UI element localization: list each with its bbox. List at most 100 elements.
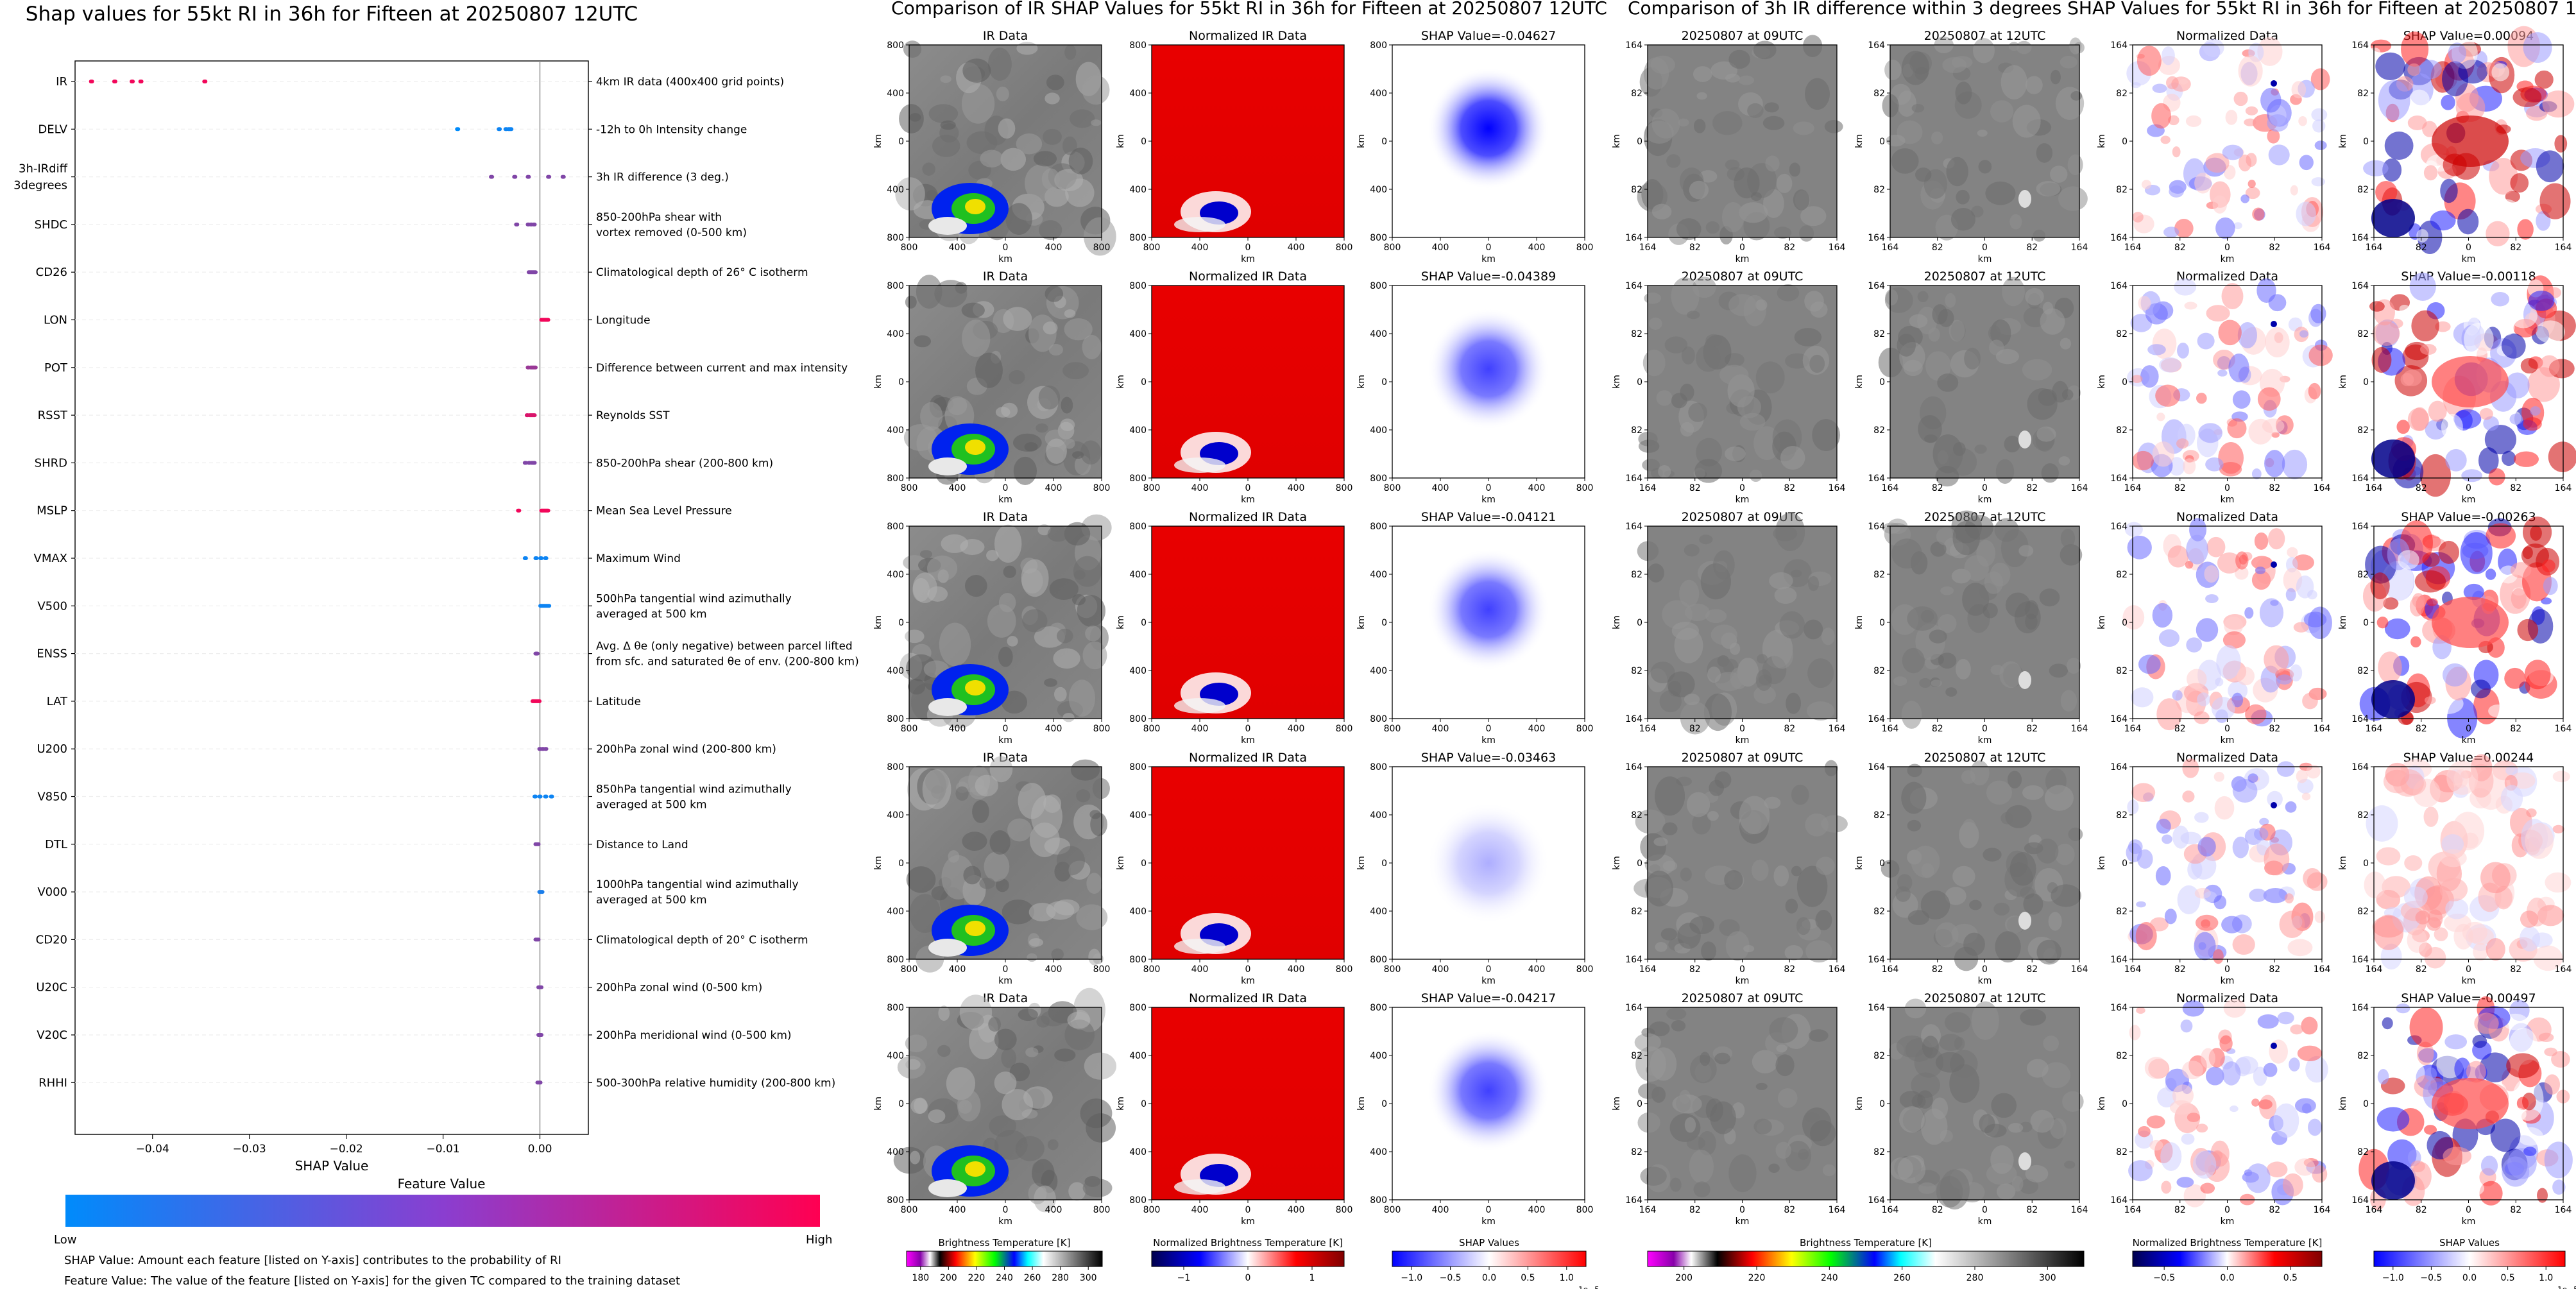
- colorbar-ir-brightness: [906, 1251, 1103, 1267]
- shap-point: [543, 556, 549, 560]
- texture-patch: [2292, 554, 2314, 571]
- texture-patch: [1648, 317, 1662, 330]
- y-tick-label: 164: [2110, 281, 2128, 291]
- texture-patch: [2205, 457, 2224, 472]
- texture-patch: [2501, 319, 2515, 336]
- texture-patch: [1737, 396, 1762, 418]
- texture-patch: [1728, 1154, 1757, 1193]
- x-tick-label: 82: [2416, 724, 2427, 734]
- x-axis-label: km: [2462, 495, 2476, 505]
- texture-patch: [2131, 783, 2156, 803]
- texture-patch: [2486, 938, 2505, 961]
- texture-patch: [1750, 469, 1762, 482]
- texture-patch: [2424, 946, 2446, 969]
- y-tick-label: 82: [1873, 1147, 1885, 1157]
- x-tick-label: 800: [1384, 964, 1401, 975]
- texture-patch: [2393, 769, 2424, 797]
- x-tick-label: 0: [1003, 1205, 1009, 1215]
- y-tick-label: 800: [1129, 955, 1147, 965]
- column-title: IR Data: [983, 991, 1028, 1005]
- x-tick-label: 82: [2026, 964, 2038, 975]
- texture-patch: [2213, 895, 2227, 910]
- texture-patch: [1762, 115, 1785, 130]
- texture-patch: [2194, 711, 2210, 724]
- y-axis-label: km: [873, 615, 883, 629]
- x-tick-label: 0: [1486, 724, 1492, 734]
- colorbar-tick-label: 1.0: [2539, 1273, 2553, 1283]
- texture-patch: [1995, 931, 2021, 963]
- texture-patch: [2140, 365, 2159, 388]
- texture-patch: [998, 118, 1016, 139]
- x-tick-label: 800: [1336, 483, 1353, 493]
- texture-patch: [2067, 154, 2083, 176]
- texture-patch: [2425, 1067, 2437, 1081]
- x-tick-label: 400: [949, 724, 966, 734]
- shap-point: [138, 80, 144, 83]
- y-tick-label: 0: [898, 137, 904, 147]
- texture-patch: [2232, 779, 2258, 803]
- texture-patch: [962, 832, 987, 851]
- x-axis-label: km: [1978, 495, 1992, 505]
- texture-patch: [2523, 32, 2552, 63]
- texture-patch: [2530, 406, 2541, 416]
- y-tick-label: 164: [1868, 233, 1885, 243]
- y-tick-label: 82: [2116, 810, 2128, 821]
- y-tick-label: 82: [1631, 666, 1642, 676]
- y-tick-label: 800: [1129, 762, 1147, 773]
- texture-patch: [1739, 202, 1768, 223]
- x-tick-label: 0: [1739, 1205, 1745, 1215]
- texture-patch: [1688, 402, 1707, 422]
- y-tick-label: 82: [1873, 89, 1885, 99]
- texture-patch: [926, 555, 958, 581]
- texture-patch: [2409, 272, 2436, 301]
- x-tick-label: 0: [1739, 243, 1745, 253]
- texture-patch: [2409, 596, 2425, 617]
- texture-patch: [1043, 321, 1058, 335]
- texture-patch: [1680, 422, 1694, 437]
- texture-patch: [1725, 73, 1740, 83]
- texture-patch: [2552, 1179, 2566, 1195]
- texture-patch: [2296, 575, 2314, 599]
- x-tick-label: 164: [2555, 1205, 2572, 1215]
- y-tick-label: 800: [887, 40, 904, 51]
- texture-patch: [2217, 370, 2228, 377]
- shap-point: [535, 842, 541, 846]
- texture-patch: [1725, 931, 1750, 961]
- texture-patch: [2523, 1147, 2537, 1156]
- y-axis-label: km: [2338, 856, 2348, 870]
- texture-patch: [975, 352, 1003, 388]
- texture-patch: [905, 295, 917, 309]
- y-tick-label: 400: [887, 1051, 904, 1061]
- y-tick-label: 400: [1370, 1051, 1387, 1061]
- texture-patch: [1763, 189, 1784, 218]
- texture-patch: [1920, 890, 1950, 920]
- texture-patch: [2156, 818, 2171, 834]
- y-tick-label: 0: [2363, 137, 2369, 147]
- texture-patch: [2441, 94, 2455, 110]
- x-tick-label: 164: [1639, 243, 1657, 253]
- texture-patch: [1935, 466, 1959, 487]
- texture-patch: [1032, 1161, 1045, 1174]
- shap-point: [516, 508, 522, 513]
- texture-patch: [1995, 348, 2020, 364]
- y-tick-label: 800: [887, 955, 904, 965]
- texture-patch: [2137, 46, 2162, 76]
- texture-patch: [1725, 446, 1746, 461]
- texture-patch: [2308, 606, 2332, 640]
- texture-patch: [1952, 866, 1975, 887]
- x-tick-label: 82: [1689, 964, 1701, 975]
- texture-patch: [1764, 102, 1779, 113]
- texture-patch: [2522, 516, 2552, 548]
- texture-patch: [1961, 770, 1975, 784]
- texture-patch: [2214, 796, 2235, 820]
- texture-patch: [2523, 417, 2542, 431]
- texture-patch: [958, 1100, 972, 1114]
- texture-patch: [2129, 1025, 2141, 1041]
- y-tick-label: 164: [1625, 233, 1642, 243]
- texture-patch: [1677, 923, 1701, 949]
- texture-patch: [2552, 824, 2564, 833]
- colorbar-tick-label: 200: [1675, 1273, 1693, 1283]
- texture-patch: [1956, 189, 1970, 205]
- y-tick-label: 0: [1637, 1099, 1642, 1109]
- y-tick-label: 164: [1625, 522, 1642, 532]
